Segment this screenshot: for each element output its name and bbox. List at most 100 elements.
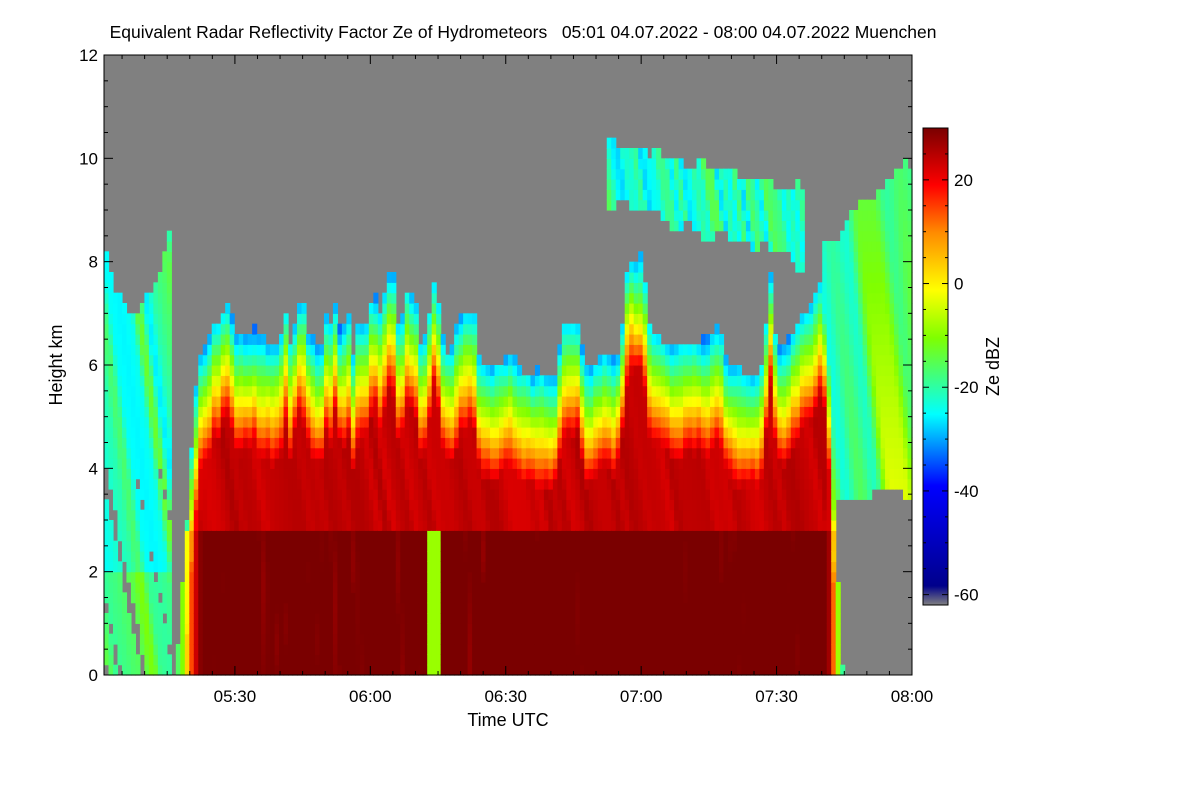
reflectivity-cell bbox=[579, 551, 585, 562]
reflectivity-cell bbox=[139, 427, 145, 438]
reflectivity-cell bbox=[359, 447, 365, 459]
reflectivity-cell bbox=[395, 396, 401, 407]
reflectivity-cell bbox=[647, 365, 653, 376]
reflectivity-cell bbox=[611, 644, 617, 655]
reflectivity-cell bbox=[117, 437, 123, 449]
reflectivity-cell bbox=[476, 385, 482, 397]
reflectivity-cell bbox=[557, 416, 563, 428]
reflectivity-cell bbox=[624, 158, 630, 170]
reflectivity-cell bbox=[180, 654, 186, 666]
reflectivity-cell bbox=[570, 633, 576, 645]
reflectivity-cell bbox=[606, 427, 612, 438]
reflectivity-cell bbox=[463, 613, 469, 624]
reflectivity-cell bbox=[714, 437, 720, 449]
reflectivity-cell bbox=[323, 365, 330, 376]
reflectivity-cell bbox=[346, 468, 352, 480]
reflectivity-cell bbox=[180, 613, 186, 624]
reflectivity-cell bbox=[332, 458, 339, 469]
reflectivity-cell bbox=[364, 468, 370, 480]
reflectivity-cell bbox=[660, 406, 666, 418]
reflectivity-cell bbox=[503, 602, 509, 614]
reflectivity-cell bbox=[611, 385, 617, 397]
reflectivity-cell bbox=[288, 406, 294, 418]
reflectivity-cell bbox=[350, 416, 356, 428]
reflectivity-cell bbox=[745, 613, 751, 624]
reflectivity-cell bbox=[548, 385, 554, 397]
reflectivity-cell bbox=[638, 509, 644, 521]
reflectivity-cell bbox=[566, 592, 572, 604]
reflectivity-cell bbox=[548, 437, 554, 449]
reflectivity-cell bbox=[674, 210, 680, 221]
reflectivity-cell bbox=[436, 427, 442, 438]
reflectivity-cell bbox=[651, 468, 657, 480]
reflectivity-cell bbox=[557, 530, 563, 542]
reflectivity-cell bbox=[359, 602, 365, 614]
reflectivity-cell bbox=[184, 602, 190, 614]
reflectivity-cell bbox=[763, 582, 769, 593]
reflectivity-cell bbox=[714, 447, 720, 459]
reflectivity-cell bbox=[341, 561, 347, 573]
reflectivity-cell bbox=[539, 499, 545, 511]
reflectivity-cell bbox=[292, 613, 298, 624]
reflectivity-cell bbox=[620, 540, 626, 552]
reflectivity-cell bbox=[557, 664, 563, 676]
reflectivity-cell bbox=[252, 354, 258, 366]
reflectivity-cell bbox=[727, 654, 734, 666]
reflectivity-cell bbox=[121, 654, 128, 666]
reflectivity-cell bbox=[288, 437, 294, 449]
reflectivity-cell bbox=[211, 478, 217, 490]
reflectivity-cell bbox=[449, 427, 455, 438]
reflectivity-cell bbox=[297, 447, 303, 459]
reflectivity-cell bbox=[723, 561, 729, 573]
reflectivity-cell bbox=[135, 602, 141, 614]
reflectivity-cell bbox=[265, 468, 271, 480]
reflectivity-cell bbox=[297, 303, 303, 314]
reflectivity-cell bbox=[561, 551, 567, 562]
reflectivity-cell bbox=[377, 602, 383, 614]
reflectivity-cell bbox=[745, 416, 751, 428]
reflectivity-cell bbox=[436, 509, 442, 521]
reflectivity-cell bbox=[422, 613, 428, 624]
reflectivity-cell bbox=[216, 354, 222, 366]
reflectivity-cell bbox=[117, 354, 123, 366]
reflectivity-cell bbox=[341, 478, 347, 490]
reflectivity-cell bbox=[683, 478, 689, 490]
reflectivity-cell bbox=[198, 540, 204, 552]
reflectivity-cell bbox=[467, 313, 473, 325]
reflectivity-cell bbox=[198, 396, 204, 407]
reflectivity-cell bbox=[368, 437, 374, 449]
reflectivity-cell bbox=[445, 644, 451, 655]
reflectivity-cell bbox=[153, 654, 159, 666]
reflectivity-cell bbox=[400, 396, 406, 407]
reflectivity-cell bbox=[207, 623, 213, 635]
reflectivity-cell bbox=[319, 561, 325, 573]
reflectivity-cell bbox=[207, 561, 213, 573]
reflectivity-cell bbox=[476, 416, 482, 428]
reflectivity-cell bbox=[135, 313, 141, 325]
reflectivity-cell bbox=[225, 602, 231, 614]
reflectivity-cell bbox=[391, 468, 397, 480]
reflectivity-cell bbox=[701, 344, 707, 356]
reflectivity-cell bbox=[674, 509, 680, 521]
reflectivity-cell bbox=[225, 344, 231, 356]
reflectivity-cell bbox=[759, 365, 765, 376]
reflectivity-cell bbox=[566, 447, 572, 459]
reflectivity-cell bbox=[297, 458, 303, 469]
reflectivity-cell bbox=[629, 168, 635, 180]
reflectivity-cell bbox=[723, 602, 729, 614]
reflectivity-cell bbox=[292, 592, 298, 604]
reflectivity-cell bbox=[166, 385, 172, 397]
reflectivity-cell bbox=[503, 520, 509, 531]
reflectivity-cell bbox=[220, 396, 226, 407]
reflectivity-cell bbox=[512, 592, 518, 604]
reflectivity-cell bbox=[593, 406, 599, 418]
reflectivity-cell bbox=[288, 613, 294, 624]
reflectivity-cell bbox=[332, 416, 339, 428]
reflectivity-cell bbox=[732, 365, 738, 376]
reflectivity-cell bbox=[130, 458, 137, 469]
reflectivity-cell bbox=[229, 602, 235, 614]
reflectivity-cell bbox=[503, 530, 509, 542]
reflectivity-cell bbox=[265, 509, 271, 521]
reflectivity-cell bbox=[472, 623, 478, 635]
reflectivity-cell bbox=[386, 633, 392, 645]
